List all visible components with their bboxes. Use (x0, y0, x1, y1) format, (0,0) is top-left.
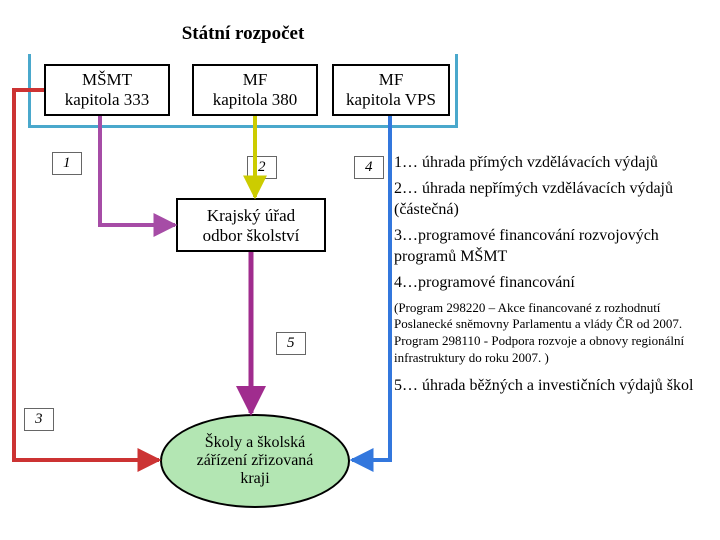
mid-l1: Krajský úřad (207, 206, 295, 225)
sub3-l2: kapitola VPS (346, 90, 436, 109)
budget-chapter-msmt: MŠMTkapitola 333 (44, 64, 170, 116)
arrow-label-2: 2 (247, 156, 277, 179)
budget-chapter-mf380: MFkapitola 380 (192, 64, 318, 116)
el-l3: kraji (240, 470, 269, 487)
sub3-l1: MF (379, 70, 404, 89)
n2-t: 2 (258, 159, 266, 175)
n3-t: 3 (35, 411, 43, 427)
arrow-label-5: 5 (276, 332, 306, 355)
arrow-3 (14, 90, 159, 460)
legend-item-1: 1… úhrada přímých vzdělávacích výdajů (394, 152, 716, 174)
legend-item-2: 2… úhrada nepřímých vzdělávacích výdajů … (394, 178, 716, 221)
mid-l2: odbor školství (203, 226, 300, 245)
sub1-l2: kapitola 333 (65, 90, 150, 109)
title-text: Státní rozpočet (182, 23, 305, 45)
legend-item-3: 3…programové financování rozvojových pro… (394, 225, 716, 268)
regional-office-box: Krajský úřadodbor školství (176, 198, 326, 252)
n1-t: 1 (63, 155, 71, 171)
sub1-l1: MŠMT (82, 70, 132, 89)
el-l2: zářízení zřizovaná (197, 452, 314, 469)
budget-chapter-mfvps: MFkapitola VPS (332, 64, 450, 116)
legend-item-5: 5… úhrada běžných a investičních výdajů … (394, 375, 716, 397)
sub2-l2: kapitola 380 (213, 90, 298, 109)
n4-t: 4 (365, 159, 373, 175)
arrow-label-1: 1 (52, 152, 82, 175)
n5-t: 5 (287, 335, 295, 351)
arrow-1 (100, 116, 175, 225)
legend-item-detail: (Program 298220 – Akce financované z roz… (394, 300, 716, 368)
schools-ellipse: Školy a školskázářízení zřizovanákraji (160, 414, 350, 508)
title-box: Státní rozpočet (28, 14, 458, 54)
el-l1: Školy a školská (205, 434, 305, 451)
arrow-label-3: 3 (24, 408, 54, 431)
legend: 1… úhrada přímých vzdělávacích výdajů 2…… (394, 152, 716, 401)
arrow-label-4: 4 (354, 156, 384, 179)
legend-item-4: 4…programové financování (394, 272, 716, 294)
sub2-l1: MF (243, 70, 268, 89)
